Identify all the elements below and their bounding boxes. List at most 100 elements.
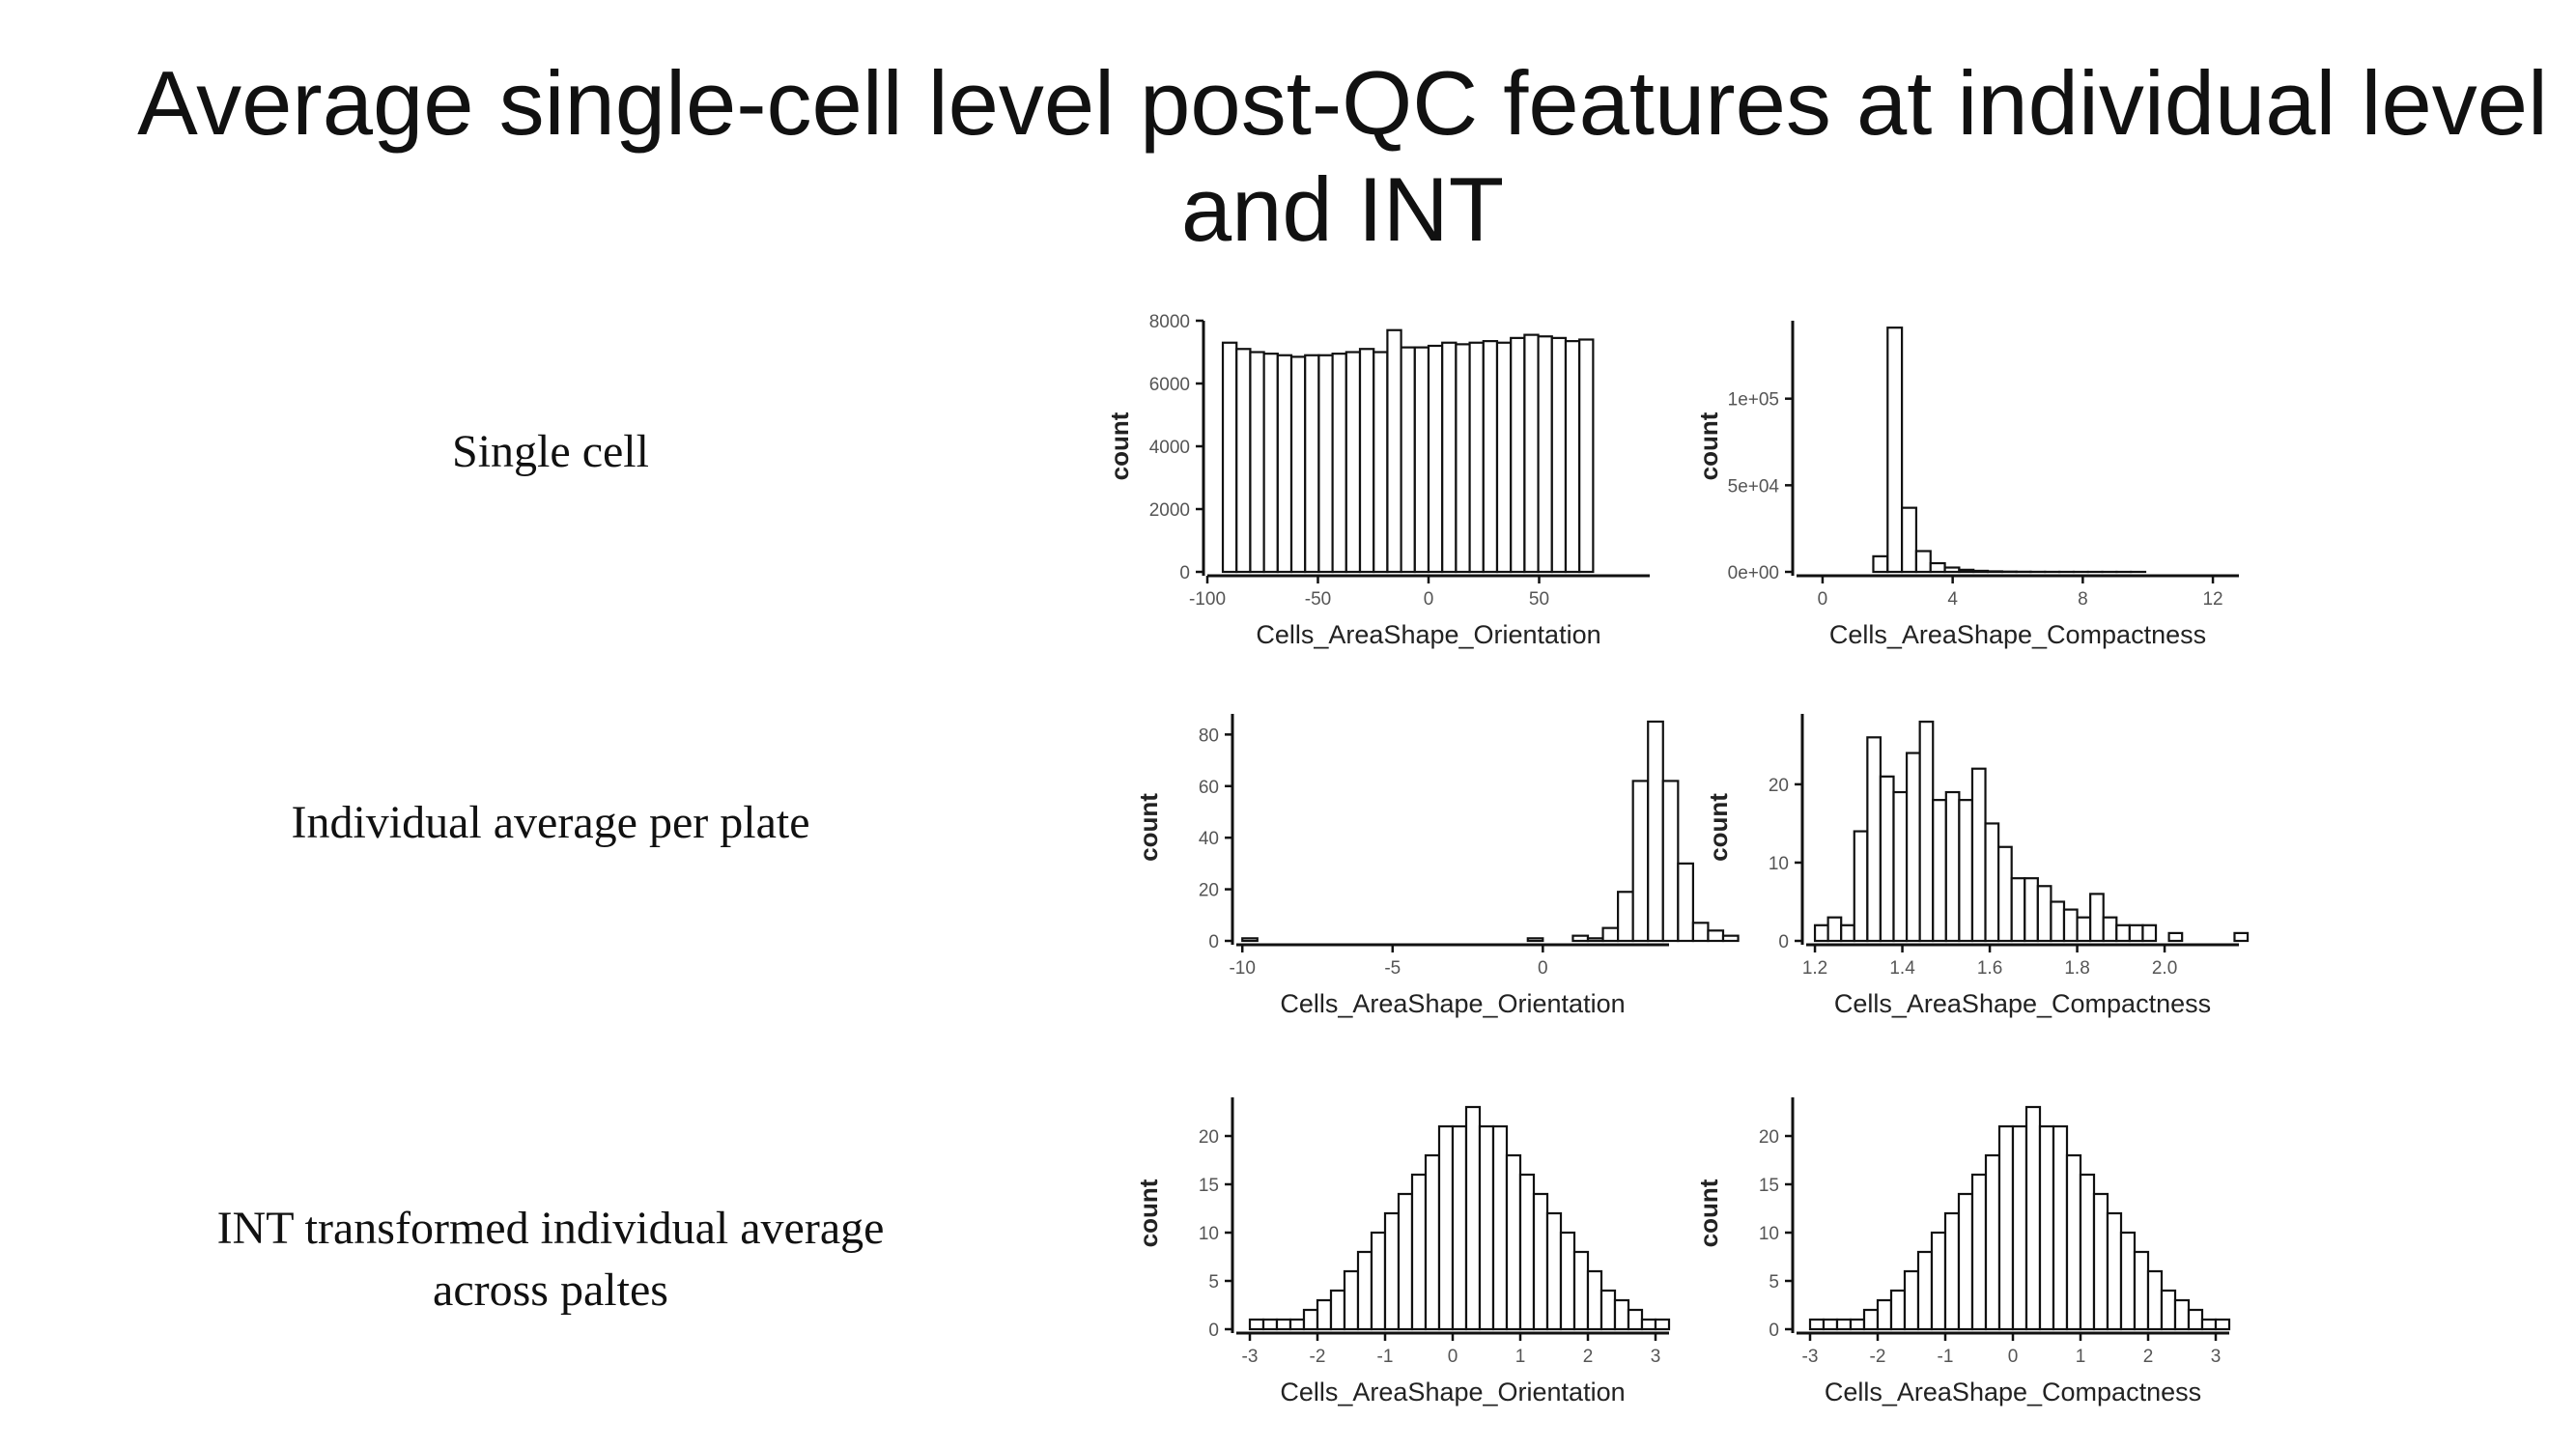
histogram-bar bbox=[2233, 931, 2250, 943]
row-label-int-transformed: INT transformed individual average acros… bbox=[216, 1203, 885, 1316]
histogram-bar bbox=[1510, 336, 1526, 574]
histogram-bar bbox=[2119, 1231, 2137, 1331]
histogram-bar bbox=[1356, 1250, 1373, 1331]
histogram-bar bbox=[1984, 1153, 2001, 1331]
histogram-bar bbox=[1413, 346, 1430, 574]
histogram-bar bbox=[2065, 1153, 2082, 1331]
y-tick-label: 10 bbox=[1759, 1224, 1779, 1244]
histogram-bar bbox=[2010, 877, 2026, 943]
x-tick-label: 3 bbox=[2211, 1347, 2222, 1367]
histogram-bar bbox=[1526, 937, 1544, 943]
histogram-bar bbox=[1235, 348, 1252, 574]
x-axis-label: Cells_AreaShape_Compactness bbox=[1829, 620, 2206, 649]
x-tick-label: 1.2 bbox=[1802, 958, 1827, 979]
histogram-bar bbox=[1932, 799, 1947, 943]
histogram-bar bbox=[1304, 354, 1320, 574]
histogram-bar bbox=[1943, 566, 1961, 574]
histogram-bar bbox=[1903, 1269, 1920, 1331]
y-tick-label: 0 bbox=[1769, 1321, 1779, 1341]
histogram-bar bbox=[1248, 1318, 1265, 1331]
y-tick-label: 0 bbox=[1208, 932, 1219, 952]
histogram-bar bbox=[1677, 862, 1694, 943]
histogram-bar bbox=[1370, 1231, 1387, 1331]
x-tick-label: 8 bbox=[2078, 589, 2088, 610]
histogram-bar bbox=[1813, 923, 1829, 943]
x-tick-label: 1.8 bbox=[2064, 958, 2089, 979]
histogram-bar bbox=[1482, 340, 1499, 574]
histogram-bar bbox=[1970, 767, 1987, 943]
histogram-bar bbox=[1410, 1173, 1428, 1331]
x-tick-label: -5 bbox=[1384, 958, 1401, 979]
histogram-single-cell-compactness: 0 4 8 12 0e+00 5e+04 1e+05 Cells_AreaShape_Comp… bbox=[1681, 307, 2250, 665]
histogram-bar bbox=[1905, 752, 1921, 943]
x-axis-label: Cells_AreaShape_Orientation bbox=[1256, 620, 1600, 649]
histogram-bar bbox=[1876, 1298, 1893, 1331]
histogram-individual-orientation: -10 -5 0 0 20 40 60 80 Cells_AreaShape_Orientati… bbox=[1120, 700, 1740, 1034]
x-tick-label: -100 bbox=[1189, 589, 1226, 610]
histogram-bar bbox=[2024, 1105, 2042, 1331]
histogram-bar bbox=[1586, 1269, 1603, 1331]
y-tick-label: 0 bbox=[1208, 1321, 1219, 1341]
histogram-bar bbox=[1578, 338, 1595, 574]
histogram-bar bbox=[1331, 353, 1347, 574]
y-tick-label: 2000 bbox=[1149, 500, 1190, 521]
histogram-bar bbox=[2052, 1124, 2069, 1331]
histogram-bar bbox=[1571, 934, 1590, 943]
x-tick-label: -3 bbox=[1242, 1347, 1259, 1367]
y-tick-label: 5e+04 bbox=[1728, 476, 1780, 497]
x-tick-label: 1 bbox=[1515, 1347, 1526, 1367]
histogram-bar bbox=[2167, 931, 2184, 943]
histogram-bar bbox=[1400, 346, 1416, 574]
histogram-bar bbox=[2102, 916, 2118, 943]
y-tick-label: 80 bbox=[1199, 725, 1219, 746]
histogram-bar bbox=[1866, 736, 1882, 943]
y-tick-label: 15 bbox=[1199, 1176, 1219, 1196]
histogram-bar bbox=[1661, 780, 1680, 943]
histogram-bar bbox=[1464, 1105, 1482, 1331]
histogram-bar bbox=[1647, 720, 1664, 943]
histogram-bar bbox=[1929, 561, 1946, 574]
histogram-bar bbox=[2106, 1211, 2123, 1331]
x-tick-label: 12 bbox=[2202, 589, 2222, 610]
histogram-bar bbox=[1721, 934, 1740, 943]
histogram-bar bbox=[2050, 900, 2066, 943]
histogram-bar bbox=[2076, 916, 2092, 943]
y-axis-label: count bbox=[1134, 1179, 1163, 1247]
histogram-bar bbox=[2146, 1269, 2164, 1331]
histogram-bar bbox=[1262, 353, 1279, 574]
histogram-bar bbox=[1491, 1124, 1509, 1331]
histogram-bar bbox=[1424, 1153, 1441, 1331]
histogram-bar bbox=[1383, 1211, 1401, 1331]
histogram-bar bbox=[1601, 926, 1620, 943]
histogram-bar bbox=[1640, 1318, 1657, 1331]
x-tick-label: 0 bbox=[2008, 1347, 2019, 1367]
x-tick-label: 2 bbox=[2143, 1347, 2154, 1367]
histogram-bar bbox=[1914, 550, 1932, 574]
x-axis-label: Cells_AreaShape_Compactness bbox=[1834, 989, 2211, 1018]
histogram-bar bbox=[1343, 1269, 1360, 1331]
y-tick-label: 0e+00 bbox=[1728, 563, 1779, 583]
histogram-bar bbox=[1532, 1192, 1549, 1331]
row-label-individual-average: Individual average per plate bbox=[291, 797, 810, 848]
histogram-bar bbox=[1275, 1318, 1292, 1331]
histogram-bar bbox=[2024, 877, 2039, 943]
y-axis-label: count bbox=[1694, 1179, 1723, 1247]
histogram-bar bbox=[2133, 1250, 2150, 1331]
histogram-bar bbox=[1930, 1231, 1947, 1331]
row-label-single-cell: Single cell bbox=[452, 426, 649, 477]
x-tick-label: 2.0 bbox=[2152, 958, 2177, 979]
histogram-bar bbox=[1537, 335, 1553, 574]
histogram-bar bbox=[2062, 908, 2079, 943]
histogram-bar bbox=[1468, 341, 1485, 574]
x-axis-label: Cells_AreaShape_Orientation bbox=[1280, 1378, 1625, 1406]
histogram-bar bbox=[2079, 1173, 2096, 1331]
x-tick-label: 1.4 bbox=[1889, 958, 1915, 979]
histogram-bar bbox=[1386, 328, 1402, 574]
histogram-bar bbox=[1559, 1231, 1576, 1331]
x-tick-label: 0 bbox=[1448, 1347, 1458, 1367]
y-tick-label: 15 bbox=[1759, 1176, 1779, 1196]
x-tick-label: 3 bbox=[1651, 1347, 1661, 1367]
histogram-bar bbox=[1221, 341, 1238, 574]
histogram-bar bbox=[2141, 923, 2158, 943]
histogram-bar bbox=[1586, 937, 1604, 943]
